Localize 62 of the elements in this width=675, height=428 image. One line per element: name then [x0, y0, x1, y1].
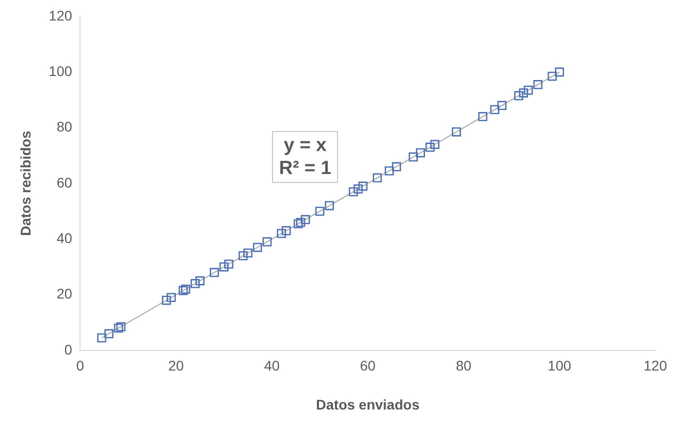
- point: [114, 324, 124, 333]
- point: [181, 284, 190, 294]
- point: [384, 166, 394, 176]
- point: [408, 152, 418, 162]
- point: [262, 237, 272, 246]
- point: [162, 296, 171, 305]
- x-tick-label: 80: [456, 358, 472, 374]
- point: [452, 127, 461, 136]
- point: [324, 201, 334, 210]
- x-tick-label: 0: [76, 358, 84, 374]
- point: [178, 286, 188, 296]
- x-tick-label: 40: [264, 358, 280, 374]
- point: [524, 86, 533, 95]
- point: [518, 88, 528, 98]
- point: [252, 242, 262, 252]
- point: [224, 260, 234, 269]
- y-tick-label: 20: [56, 286, 72, 302]
- point: [296, 218, 306, 227]
- point: [276, 228, 286, 238]
- point: [548, 72, 557, 81]
- x-tick-label: 20: [168, 358, 184, 374]
- point: [243, 248, 252, 258]
- y-tick-label: 100: [48, 62, 72, 79]
- point: [358, 182, 368, 191]
- point: [190, 279, 200, 288]
- point: [497, 100, 506, 110]
- point: [104, 329, 114, 338]
- y-tick-label: 120: [48, 7, 72, 24]
- point: [238, 251, 248, 260]
- point: [392, 162, 402, 172]
- y-tick-label: 40: [56, 230, 72, 246]
- point: [210, 268, 219, 278]
- point: [554, 68, 564, 77]
- point: [490, 105, 500, 114]
- x-axis-title: Datos enviados: [316, 396, 420, 412]
- point: [430, 140, 440, 149]
- point: [315, 206, 324, 216]
- point: [294, 219, 303, 228]
- point: [354, 184, 363, 194]
- point: [166, 292, 176, 302]
- point: [372, 173, 382, 182]
- x-tick-label: 100: [548, 358, 572, 374]
- y-tick-label: 60: [56, 174, 72, 190]
- y-axis-title: Datos recibidos: [17, 130, 34, 236]
- point: [116, 322, 126, 332]
- point: [219, 262, 228, 272]
- point: [348, 187, 358, 196]
- annotation: y = x: [282, 134, 328, 157]
- point: [300, 215, 310, 224]
- point: [97, 333, 106, 342]
- point: [282, 226, 291, 236]
- annotation: R² = 1: [279, 157, 332, 180]
- y-tick-label: 0: [64, 341, 72, 358]
- point: [195, 276, 205, 286]
- point: [514, 91, 524, 100]
- x-tick-label: 120: [644, 358, 668, 374]
- point: [426, 142, 435, 152]
- point: [478, 112, 488, 122]
- point: [533, 80, 542, 90]
- y-tick-label: 80: [56, 118, 72, 135]
- x-tick-label: 60: [360, 358, 376, 374]
- point: [416, 148, 425, 158]
